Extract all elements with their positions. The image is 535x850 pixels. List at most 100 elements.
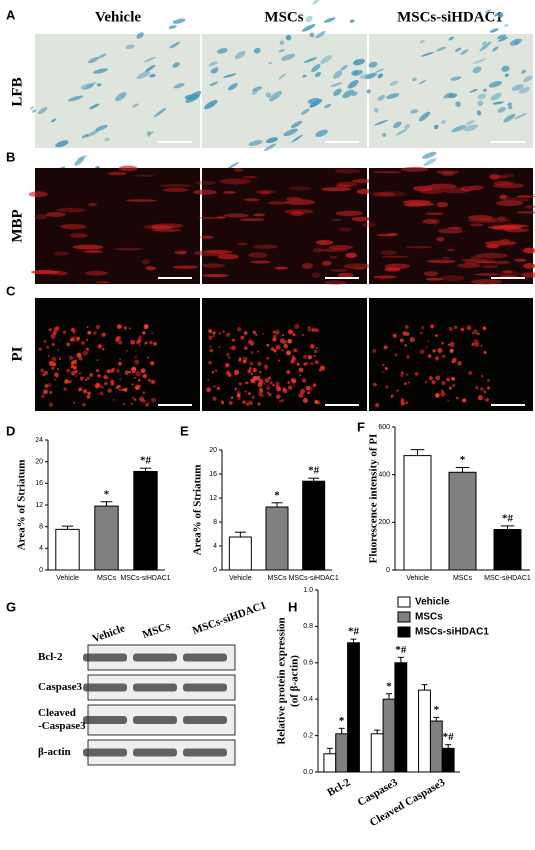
panel-label: F [357,419,365,434]
stain [449,348,454,353]
bar [418,689,431,773]
stain [248,367,252,370]
stain [209,81,219,87]
stain [455,101,461,107]
stain [136,32,144,39]
stain [168,25,177,29]
stain [441,256,451,260]
x-tick-label: Bcl-2 [325,776,353,799]
stain [107,171,127,176]
y-tick-label: 8 [39,524,43,531]
stain [68,380,72,384]
stain [142,391,146,395]
band [183,683,227,692]
stain [238,357,242,360]
stain [147,378,151,382]
stain [51,343,55,346]
stain [286,369,291,374]
stain [130,402,133,405]
stain [451,376,456,381]
stain [425,212,444,216]
stain [275,394,281,399]
stain [141,259,150,265]
stain [335,184,351,188]
stain [473,329,478,335]
stain [455,396,459,400]
stain [420,331,423,335]
stain [248,252,269,258]
stain [298,392,304,398]
stain [104,137,110,142]
stain [145,341,148,345]
stain [40,368,45,373]
stain [266,357,269,360]
error-bar [234,531,246,537]
stain [447,226,463,230]
stain [466,325,472,331]
stain [321,260,332,266]
stain [50,271,68,276]
stain [477,332,480,336]
stain [469,185,484,191]
error-bar [455,467,470,473]
stain [291,134,303,143]
stain [475,386,479,390]
stain [383,345,388,350]
error-bar [139,467,152,472]
x-tick-label: MSCs [267,575,287,582]
error-bar [271,502,283,507]
stain [242,175,258,179]
stain [279,40,285,45]
bar [347,642,360,773]
stain [56,368,60,371]
x-tick-label: Vehicle [229,575,252,582]
stain [151,379,156,384]
stain [345,252,357,259]
stain [89,103,100,110]
annotation: *# [140,455,152,467]
stain [285,199,315,206]
stain [223,190,236,194]
stain [467,215,493,221]
stain [264,368,267,371]
stain [95,368,100,373]
stain [242,400,246,404]
stain [491,225,523,230]
stain [88,57,100,64]
stain [225,370,231,376]
stain [504,73,509,78]
stain [307,391,311,395]
stain [121,388,124,392]
stain [500,226,513,230]
stain [400,398,405,403]
stain [221,400,224,404]
stain [118,361,122,366]
stain [137,338,142,343]
stain [117,340,123,345]
stain [324,104,332,109]
stain [392,333,397,338]
stain [147,356,150,359]
stain [423,158,437,167]
stain [259,190,271,195]
stain [335,210,363,216]
stain [237,242,248,246]
stain [137,335,143,340]
stain [253,47,261,54]
stain [485,398,490,402]
stain [70,361,75,365]
stain [448,386,452,390]
stain [424,380,428,383]
y-tick-label: 0 [386,567,390,574]
stain [386,93,400,99]
stain [257,350,260,353]
stain [343,263,373,269]
stain [497,12,504,18]
stain [95,324,101,330]
stain [395,129,408,136]
stain [123,387,128,392]
stain [272,330,276,334]
stain [315,30,326,39]
stain [83,389,88,394]
legend-label: MSCs-siHDAC1 [415,627,489,638]
